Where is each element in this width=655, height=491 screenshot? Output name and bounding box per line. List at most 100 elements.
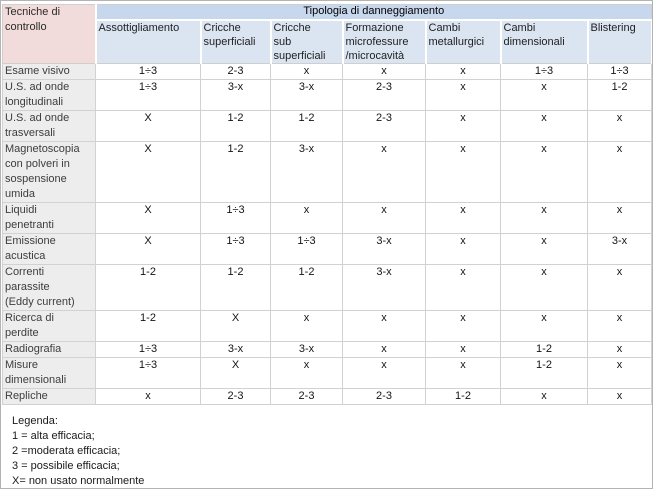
matrix-cell: 1÷3 — [95, 79, 201, 111]
legend-line: 2 =moderata efficacia; — [12, 445, 121, 457]
row-label: Emissione acustica — [2, 233, 96, 265]
band-row: Tecniche di controllo Tipologia di danne… — [2, 4, 652, 64]
matrix-cell: X — [95, 233, 201, 265]
column-header-row: Assottigliamento Cricche superficiali Cr… — [3, 20, 652, 64]
table-row: Ricerca di perdite 1-2 X x x x x x — [2, 310, 652, 342]
matrix-cell: x — [500, 79, 588, 111]
matrix-cell: 1-2 — [270, 264, 343, 311]
row-label: Ricerca di perdite — [2, 310, 96, 342]
matrix-cell: 1-2 — [95, 264, 201, 311]
matrix-cell: X — [95, 141, 201, 203]
table-row: Repliche x 2-3 2-3 2-3 1-2 x x — [2, 388, 652, 405]
matrix-cell: 1÷3 — [500, 63, 588, 80]
matrix-cell: x — [342, 202, 426, 234]
matrix-cell: X — [95, 110, 201, 142]
matrix-cell: X — [95, 202, 201, 234]
matrix-cell: x — [270, 310, 343, 342]
matrix-cell: 2-3 — [270, 388, 343, 405]
matrix-cell: x — [425, 63, 501, 80]
table-row: U.S. ad onde longitudinali 1÷3 3-x 3-x 2… — [2, 79, 652, 111]
column-header-assottigliamento: Assottigliamento — [94, 20, 202, 64]
matrix-cell: x — [586, 341, 652, 358]
legend: Legenda: 1 = alta efficacia; 2 =moderata… — [12, 414, 652, 488]
matrix-cell: 1÷3 — [586, 63, 652, 80]
matrix-cell: x — [95, 388, 201, 405]
matrix-cell: 1÷3 — [95, 357, 201, 389]
matrix-cell: 1-2 — [425, 388, 501, 405]
matrix-cell: 3-x — [200, 341, 271, 358]
matrix-cell: x — [270, 202, 343, 234]
matrix-cell: 1-2 — [586, 79, 652, 111]
matrix-cell: x — [425, 233, 501, 265]
column-header-cambi-metallurgici: Cambi metallurgici — [424, 20, 502, 64]
matrix-cell: x — [586, 357, 652, 389]
matrix-cell: x — [425, 264, 501, 311]
legend-line: 1 = alta efficacia; — [12, 430, 95, 442]
row-label: U.S. ad onde longitudinali — [2, 79, 96, 111]
table-row: Misure dimensionali 1÷3 X x x x 1-2 x — [2, 357, 652, 389]
column-header-blistering: Blistering — [586, 20, 652, 64]
matrix-cell: x — [425, 310, 501, 342]
row-label: Misure dimensionali — [2, 357, 96, 389]
row-label: Repliche — [2, 388, 96, 405]
matrix-cell: 2-3 — [200, 63, 271, 80]
matrix-cell: 1-2 — [200, 264, 271, 311]
column-header-cricche-superficiali: Cricche superficiali — [199, 20, 272, 64]
table-row: Emissione acustica X 1÷3 1÷3 3-x x x 3-x — [2, 233, 652, 265]
matrix-cell: 2-3 — [342, 110, 426, 142]
column-header-cricche-sub-superficiali: Cricche sub superficiali — [269, 20, 344, 64]
matrix-cell: x — [586, 202, 652, 234]
damage-typology-table: Tecniche di controllo Tipologia di danne… — [2, 4, 652, 405]
matrix-cell: 3-x — [586, 233, 652, 265]
table-row: Liquidi penetranti X 1÷3 x x x x x — [2, 202, 652, 234]
matrix-cell: X — [200, 310, 271, 342]
matrix-cell: 3-x — [342, 264, 426, 311]
row-label: U.S. ad onde trasversali — [2, 110, 96, 142]
column-header-formazione-microfessure: Formazione microfessure /microcavità — [341, 20, 427, 64]
matrix-cell: 1-2 — [270, 110, 343, 142]
matrix-cell: x — [500, 388, 588, 405]
matrix-cell: x — [500, 110, 588, 142]
matrix-cell: x — [425, 341, 501, 358]
matrix-cell: x — [342, 310, 426, 342]
matrix-cell: 3-x — [270, 341, 343, 358]
matrix-cell: x — [425, 357, 501, 389]
matrix-cell: 1-2 — [200, 141, 271, 203]
matrix-cell: x — [500, 233, 588, 265]
table-row: Esame visivo 1÷3 2-3 x x x 1÷3 1÷3 — [2, 63, 652, 80]
matrix-cell: x — [342, 341, 426, 358]
matrix-cell: 1÷3 — [270, 233, 343, 265]
matrix-cell: 1-2 — [500, 341, 588, 358]
table-row: Magnetoscopia con polveri in sospensione… — [2, 141, 652, 203]
column-header-cambi-dimensionali: Cambi dimensionali — [499, 20, 589, 64]
matrix-cell: x — [586, 264, 652, 311]
matrix-cell: 1-2 — [95, 310, 201, 342]
matrix-cell: 3-x — [270, 141, 343, 203]
matrix-cell: x — [500, 264, 588, 311]
legend-title: Legenda: — [12, 415, 58, 427]
matrix-cell: x — [425, 79, 501, 111]
row-label: Esame visivo — [2, 63, 96, 80]
matrix-cell: x — [270, 357, 343, 389]
table-row: U.S. ad onde trasversali X 1-2 1-2 2-3 x… — [2, 110, 652, 142]
matrix-cell: X — [200, 357, 271, 389]
matrix-cell: 1÷3 — [200, 233, 271, 265]
matrix-cell: x — [500, 202, 588, 234]
matrix-cell: x — [342, 63, 426, 80]
matrix-cell: x — [500, 310, 588, 342]
matrix-cell: 2-3 — [342, 388, 426, 405]
matrix-cell: 1÷3 — [95, 63, 201, 80]
matrix-cell: x — [586, 141, 652, 203]
row-label: Correnti parassite (Eddy current) — [2, 264, 96, 311]
matrix-cell: 3-x — [342, 233, 426, 265]
legend-line: X= non usato normalmente — [12, 475, 145, 487]
matrix-cell: x — [425, 202, 501, 234]
row-label: Magnetoscopia con polveri in sospensione… — [2, 141, 96, 203]
matrix-cell: 1-2 — [200, 110, 271, 142]
matrix-cell: 3-x — [270, 79, 343, 111]
matrix-cell: 1÷3 — [200, 202, 271, 234]
matrix-cell: x — [270, 63, 343, 80]
matrix-cell: x — [586, 388, 652, 405]
table-title: Tipologia di danneggiamento — [94, 4, 652, 21]
table-row: Radiografia 1÷3 3-x 3-x x x 1-2 x — [2, 341, 652, 358]
